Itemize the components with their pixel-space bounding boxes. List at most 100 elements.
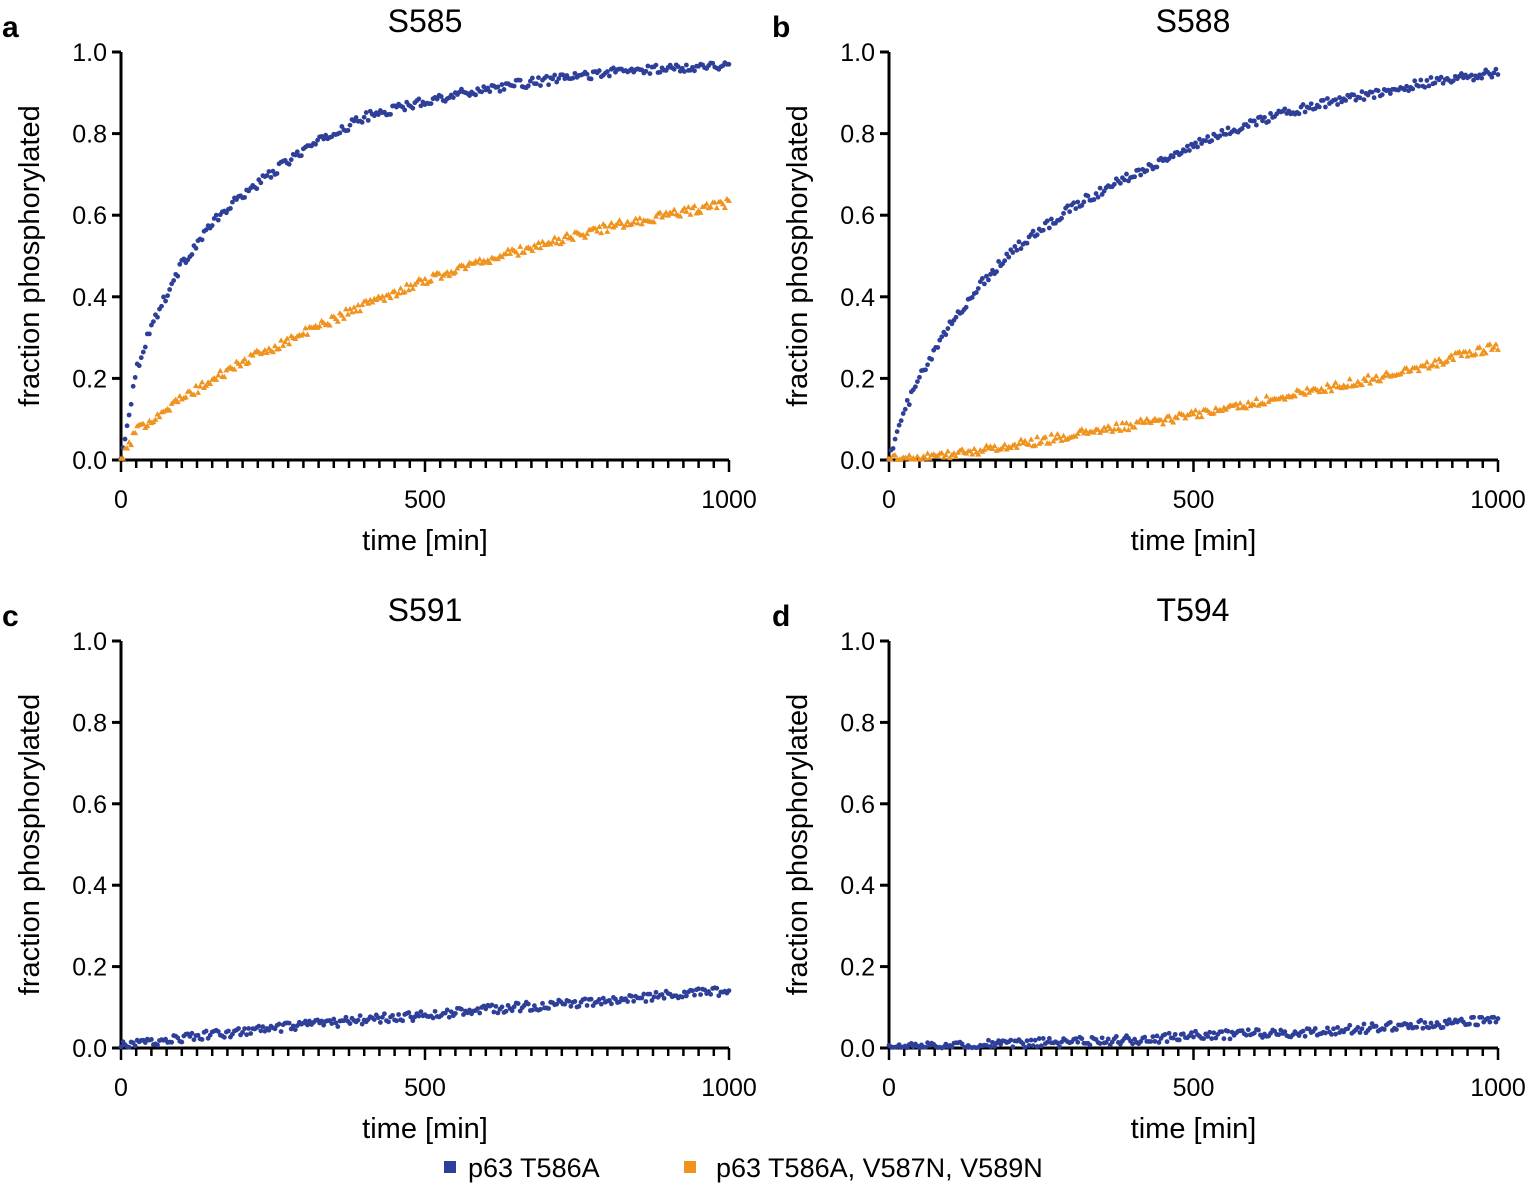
- data-point: [230, 199, 235, 205]
- data-point: [596, 223, 603, 230]
- data-point: [614, 220, 621, 226]
- data-point: [1186, 411, 1193, 417]
- data-point: [1046, 1036, 1052, 1041]
- data-point: [1306, 105, 1312, 111]
- data-point: [163, 298, 168, 304]
- data-point: [1493, 66, 1499, 72]
- data-point: [1011, 441, 1018, 447]
- data-point: [1174, 414, 1181, 421]
- data-point: [236, 1026, 241, 1031]
- data-point: [264, 173, 270, 178]
- data-point: [641, 991, 647, 997]
- data-point: [649, 998, 655, 1003]
- data-point: [683, 208, 690, 214]
- data-point: [1357, 95, 1363, 101]
- data-point: [710, 60, 716, 66]
- data-point: [1219, 1029, 1225, 1035]
- chart-title: S591: [388, 592, 463, 628]
- data-point: [671, 66, 677, 72]
- data-point: [714, 985, 720, 991]
- data-point: [675, 64, 681, 70]
- data-point: [1493, 1019, 1499, 1025]
- data-point: [1046, 225, 1052, 231]
- y-tick-label: 1.0: [72, 628, 107, 656]
- data-point: [1044, 218, 1050, 224]
- data-point: [981, 446, 988, 452]
- data-point: [1034, 433, 1041, 440]
- data-point: [513, 249, 520, 255]
- data-point: [405, 286, 412, 293]
- data-point: [387, 294, 394, 301]
- data-point: [677, 213, 684, 219]
- data-point: [410, 105, 416, 111]
- data-point: [1209, 138, 1215, 144]
- data-point: [998, 1041, 1004, 1047]
- data-point: [407, 281, 414, 288]
- data-point: [1422, 1020, 1428, 1025]
- data-point: [498, 253, 505, 260]
- data-point: [1381, 1027, 1387, 1032]
- data-point: [953, 314, 959, 320]
- data-point: [657, 209, 664, 215]
- y-axis-label: fraction phosphorylated: [14, 694, 46, 995]
- data-point: [124, 445, 131, 451]
- data-point: [1407, 367, 1414, 374]
- data-point: [1122, 177, 1127, 183]
- data-point: [517, 77, 523, 83]
- data-point: [600, 995, 606, 1001]
- data-point: [529, 75, 535, 81]
- data-point: [996, 259, 1002, 264]
- legend-label: p63 T586A: [468, 1153, 600, 1183]
- data-point: [181, 256, 187, 262]
- data-point: [486, 259, 493, 266]
- data-point: [244, 1032, 250, 1038]
- data-point: [687, 211, 694, 217]
- data-point: [912, 456, 919, 462]
- y-tick-label: 0.8: [72, 121, 107, 149]
- data-point: [300, 330, 307, 337]
- data-point: [1103, 1040, 1109, 1045]
- data-point: [148, 1037, 154, 1042]
- data-point: [221, 373, 228, 380]
- data-point: [1024, 240, 1030, 246]
- data-point: [906, 402, 912, 408]
- data-point: [1462, 348, 1469, 355]
- data-point: [598, 1001, 604, 1007]
- data-point: [1471, 77, 1476, 83]
- data-point: [258, 1028, 264, 1034]
- data-point: [698, 992, 703, 997]
- data-point: [326, 322, 333, 328]
- data-point: [1056, 434, 1063, 440]
- data-point: [1091, 197, 1097, 202]
- data-point: [1119, 419, 1126, 426]
- data-point: [1337, 95, 1343, 100]
- data-point: [1209, 1036, 1215, 1042]
- data-point: [217, 367, 224, 374]
- panel-letter: c: [2, 600, 19, 633]
- data-point: [1195, 144, 1200, 150]
- data-point: [529, 1007, 535, 1013]
- data-point: [286, 1020, 292, 1026]
- data-point: [1026, 441, 1033, 447]
- data-point: [1438, 74, 1444, 80]
- y-tick-label: 0.2: [72, 365, 107, 393]
- data-point: [537, 244, 544, 251]
- data-point: [401, 288, 408, 295]
- y-tick-label: 0.2: [72, 954, 107, 982]
- data-point: [363, 110, 369, 115]
- data-point: [1291, 393, 1298, 399]
- data-point: [1491, 1014, 1497, 1020]
- data-point: [544, 73, 549, 79]
- data-point: [1001, 441, 1008, 447]
- data-point: [1413, 364, 1420, 370]
- data-point: [1197, 136, 1202, 142]
- data-point: [428, 101, 434, 107]
- data-point: [1227, 1036, 1233, 1042]
- data-point: [165, 293, 171, 299]
- data-point: [631, 998, 637, 1004]
- data-point: [529, 247, 536, 254]
- data-point: [1268, 111, 1274, 116]
- data-point: [126, 412, 132, 418]
- data-point: [215, 217, 221, 223]
- data-point: [1428, 1020, 1434, 1026]
